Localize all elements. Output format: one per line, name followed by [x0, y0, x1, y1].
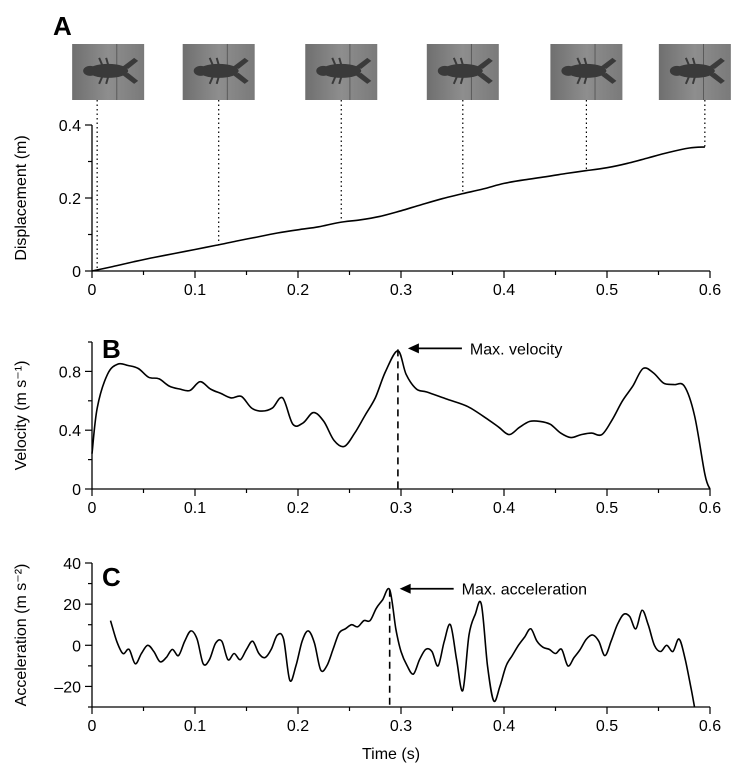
crayfish-frame-6 — [658, 44, 731, 100]
x-tick-label-c: 0.2 — [287, 718, 309, 735]
panel-a-chart: A 0 0.1 0.2 0.3 0.4 0.5 0.6 0 0.2 0.4 Displacement… — [13, 11, 731, 299]
annotation-label-b: Max. velocity — [470, 341, 562, 358]
x-tick-label-c: 0.5 — [596, 718, 618, 735]
x-tick-label-c: 0.6 — [699, 718, 721, 735]
y-tick-label-b: 0.4 — [59, 423, 81, 440]
x-tick-label-c: 0.3 — [390, 718, 412, 735]
x-tick-label-c: 0.1 — [184, 718, 206, 735]
annotation-label-c: Max. acceleration — [462, 582, 587, 599]
panel-c-chart: C 0 0.1 0.2 0.3 0.4 0.5 0.6 –20 0 20 40 Acceleratio… — [13, 556, 721, 763]
crayfish-frame-1 — [72, 44, 145, 100]
y-tick-label-c: 40 — [63, 556, 81, 573]
x-axis-title-c: Time (s) — [362, 746, 420, 763]
x-tick-label-b: 0.5 — [596, 500, 618, 517]
x-tick-label-b: 0.6 — [699, 500, 721, 517]
panel-letter-c: C — [102, 562, 121, 592]
x-tick-label-b: 0 — [88, 500, 97, 517]
x-tick-label-b: 0.4 — [493, 500, 515, 517]
y-axis-title-a: Displacement (m) — [13, 135, 30, 260]
y-tick-label-c: 0 — [72, 638, 81, 655]
y-tick-label-a: 0.2 — [59, 191, 81, 208]
y-axis-title-b: Velocity (m s⁻¹) — [13, 361, 30, 471]
y-axis-title-c: Acceleration (m s⁻²) — [13, 564, 30, 707]
y-tick-label-b: 0 — [72, 482, 81, 499]
x-tick-label-a: 0.2 — [287, 282, 309, 299]
series-line-a — [91, 146, 705, 272]
x-tick-label-a: 0.6 — [699, 282, 721, 299]
x-tick-label-b: 0.1 — [184, 500, 206, 517]
series-line-b — [91, 350, 711, 490]
y-tick-label-c: –20 — [54, 679, 81, 696]
x-tick-label-b: 0.3 — [390, 500, 412, 517]
x-tick-label-c: 0.4 — [493, 718, 515, 735]
panel-b-chart: B 0 0.1 0.2 0.3 0.4 0.5 0.6 0 0.4 0.8 Velocity (m … — [13, 334, 721, 517]
crayfish-frame-4 — [426, 44, 499, 100]
y-tick-label-a: 0.4 — [59, 118, 81, 135]
annotation-arrowhead-b — [407, 343, 419, 354]
crayfish-frame-2 — [182, 44, 255, 100]
crayfish-frame-3 — [305, 44, 378, 100]
x-tick-label-a: 0 — [88, 282, 97, 299]
video-frames-strip — [72, 44, 731, 270]
x-tick-label-a: 0.3 — [390, 282, 412, 299]
x-tick-label-a: 0.4 — [493, 282, 515, 299]
x-tick-label-a: 0.1 — [184, 282, 206, 299]
x-tick-label-c: 0 — [88, 718, 97, 735]
crayfish-frame-5 — [550, 44, 623, 100]
x-tick-label-a: 0.5 — [596, 282, 618, 299]
y-tick-label-a: 0 — [72, 264, 81, 281]
y-tick-label-b: 0.8 — [59, 364, 81, 381]
x-tick-label-b: 0.2 — [287, 500, 309, 517]
annotation-arrowhead-c — [399, 583, 411, 594]
y-tick-label-c: 20 — [63, 597, 81, 614]
panel-letter-b: B — [102, 334, 121, 364]
series-line-c — [109, 587, 696, 708]
panel-letter-a: A — [53, 11, 72, 41]
